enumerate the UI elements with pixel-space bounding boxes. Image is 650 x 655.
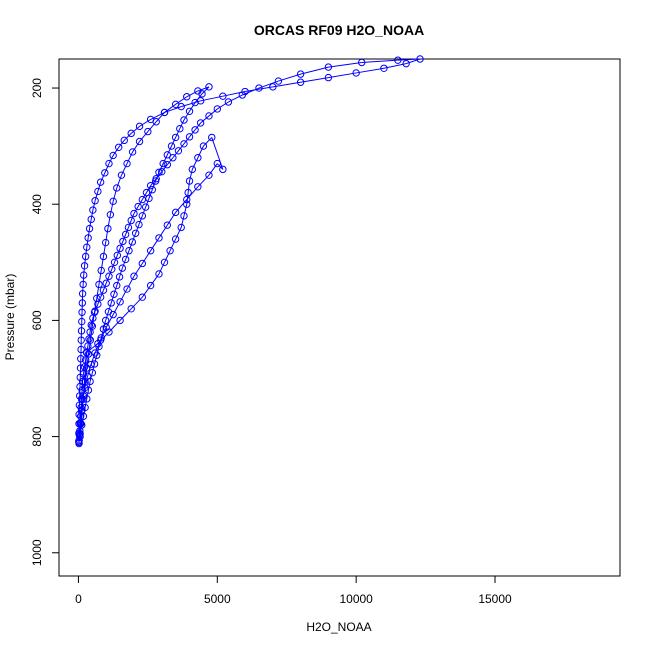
y-axis-tick-label: 800 [30,426,44,446]
y-axis-tick-label: 200 [30,78,44,98]
x-axis-tick-label: 5000 [204,592,231,606]
y-axis-tick-label: 600 [30,310,44,330]
chart-title: ORCAS RF09 H2O_NOAA [254,22,424,38]
x-axis-label: H2O_NOAA [306,620,371,634]
x-axis-tick-label: 0 [75,592,82,606]
x-axis-tick-label: 10000 [339,592,373,606]
y-axis-tick-label: 1000 [30,539,44,566]
y-axis-tick-label: 400 [30,194,44,214]
series-line-segment [83,284,84,293]
series-line-segment [83,275,84,284]
y-axis-label: Pressure (mbar) [3,274,17,361]
x-axis-tick-label: 15000 [478,592,512,606]
